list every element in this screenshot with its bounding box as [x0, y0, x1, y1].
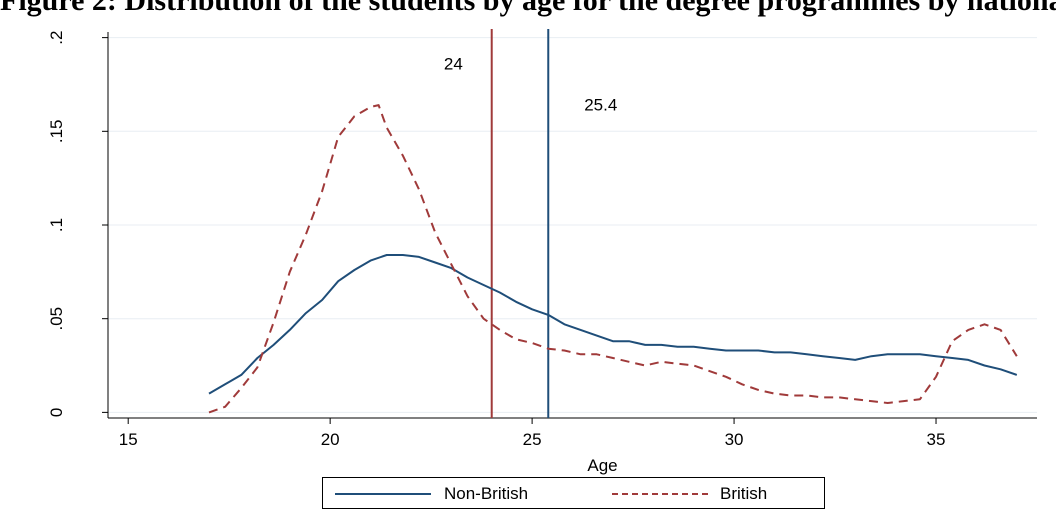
y-tick-label: .05 [47, 307, 66, 331]
chart-title-text: Figure 2: Distribution of the students b… [0, 0, 1056, 17]
x-tick-label: 25 [523, 430, 542, 449]
legend-label-british: British [720, 484, 768, 503]
x-tick-label: 20 [321, 430, 340, 449]
reference-line-label: 24 [444, 54, 463, 73]
y-tick-label: .15 [47, 119, 66, 143]
x-axis-label: Age [587, 456, 617, 475]
series-line-british [208, 104, 1018, 414]
series-line-non-british [208, 254, 1018, 395]
legend: Non-British British [322, 477, 825, 509]
x-tick-label: 35 [927, 430, 946, 449]
reference-line-label: 25.4 [584, 96, 617, 115]
legend-line-non-british [335, 493, 431, 495]
y-tick-label: .1 [47, 218, 66, 232]
x-tick-label: 15 [119, 430, 138, 449]
chart-title: Figure 2: Distribution of the students b… [0, 0, 1056, 22]
y-tick-label: 0 [47, 408, 66, 417]
x-tick-label: 30 [725, 430, 744, 449]
legend-line-british [612, 493, 708, 495]
legend-label-non-british: Non-British [444, 484, 529, 503]
y-tick-label: .2 [47, 31, 66, 45]
